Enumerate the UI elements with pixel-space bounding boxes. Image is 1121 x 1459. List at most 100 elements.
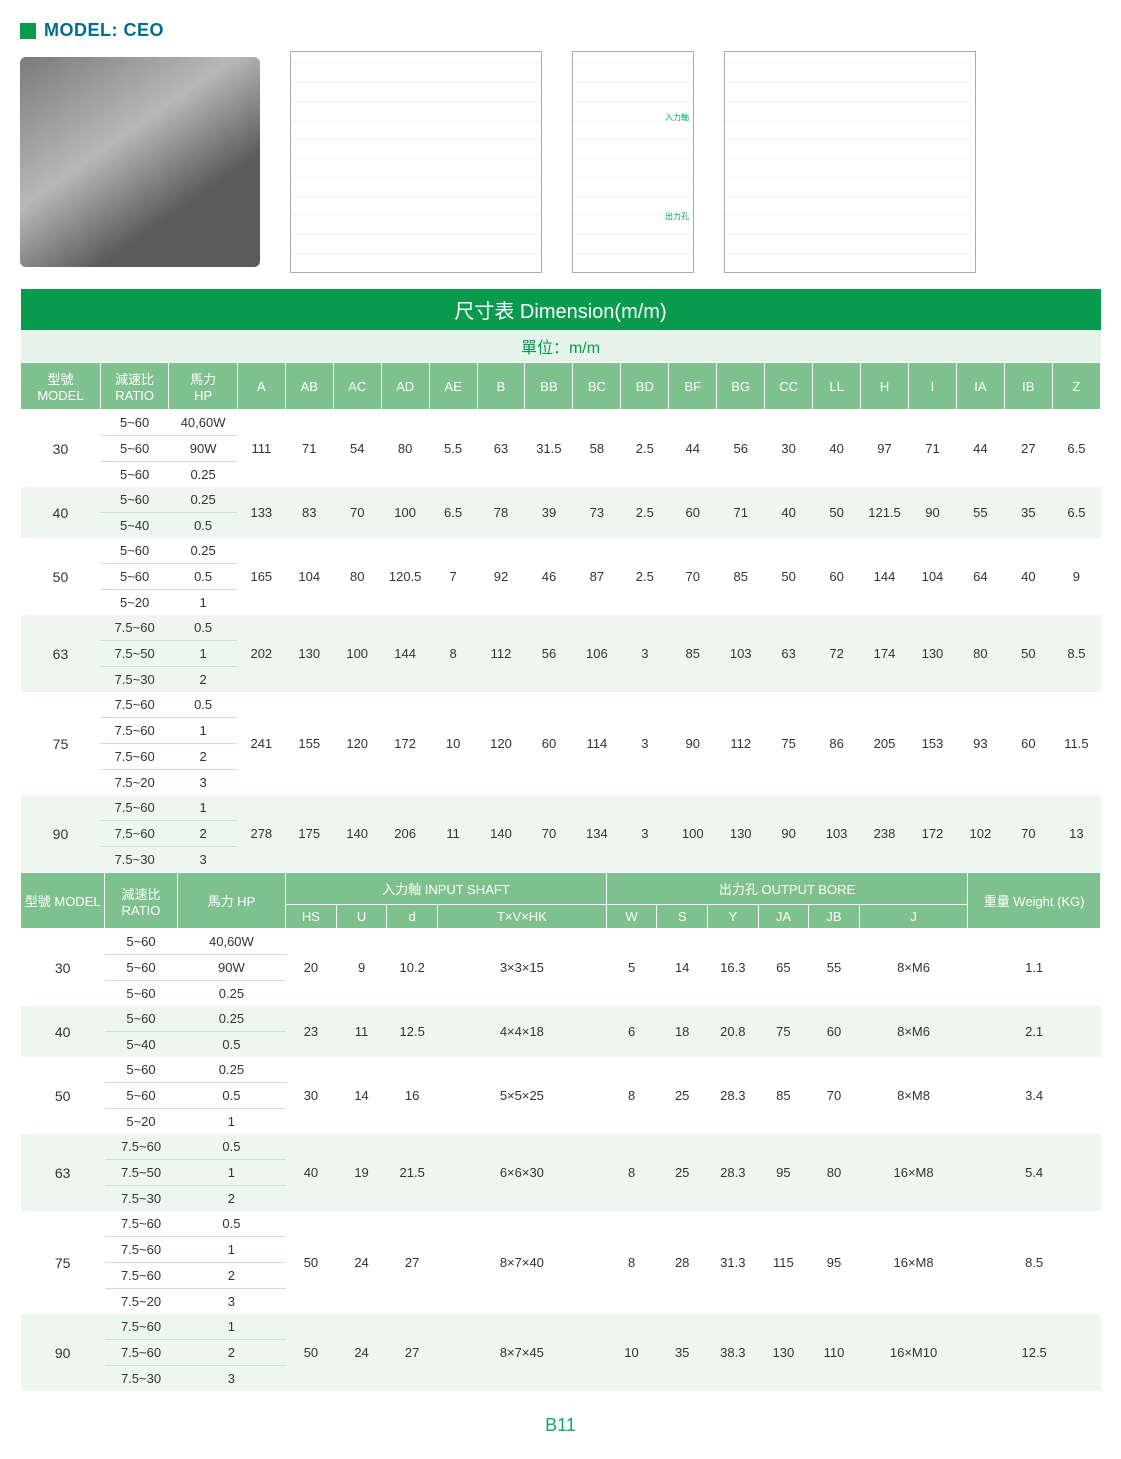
- ratio-cell: 5~40: [100, 513, 168, 539]
- dim-cell: 92: [477, 538, 525, 615]
- hp-cell: 40,60W: [169, 410, 237, 436]
- table-unit: 單位：m/m: [21, 330, 1101, 363]
- table-row: 757.5~600.524115512017210120601143901127…: [21, 692, 1101, 718]
- ratio-cell: 7.5~60: [105, 1134, 177, 1160]
- dim-cell: 11: [429, 795, 477, 872]
- value-cell: 27: [387, 1211, 438, 1314]
- ratio-cell: 7.5~50: [100, 641, 168, 667]
- value-cell: 55: [809, 929, 860, 1007]
- value-cell: 20.8: [707, 1006, 758, 1057]
- dim-cell: 3: [621, 795, 669, 872]
- value-cell: 80: [809, 1134, 860, 1211]
- dim-cell: 10: [429, 692, 477, 795]
- dimension-table: 尺寸表 Dimension(m/m) 單位：m/m 型號MODEL減速比RATI…: [20, 289, 1101, 872]
- value-cell: 95: [758, 1134, 809, 1211]
- ratio-cell: 5~60: [100, 538, 168, 564]
- dim-cell: 205: [861, 692, 909, 795]
- value-cell: 16×M10: [859, 1314, 967, 1391]
- dim-cell: 40: [813, 410, 861, 488]
- shaft-bore-table: 型號 MODEL 減速比 RATIO 馬力 HP 入力軸 INPUT SHAFT…: [20, 872, 1101, 1391]
- dim-cell: 97: [861, 410, 909, 488]
- value-cell: 5×5×25: [437, 1057, 606, 1134]
- dim-cell: 140: [477, 795, 525, 872]
- hp-cell: 0.25: [177, 1006, 285, 1032]
- dim-cell: 44: [669, 410, 717, 488]
- hp-cell: 0.25: [177, 1057, 285, 1083]
- dim-cell: 172: [908, 795, 956, 872]
- col-subheader: JB: [809, 905, 860, 929]
- ratio-cell: 5~60: [100, 487, 168, 513]
- dim-cell: 140: [333, 795, 381, 872]
- ratio-cell: 5~60: [100, 564, 168, 590]
- model-cell: 75: [21, 1211, 105, 1314]
- hp-cell: 0.5: [169, 615, 237, 641]
- col-header: I: [908, 363, 956, 410]
- dim-cell: 58: [573, 410, 621, 488]
- dim-cell: 2.5: [621, 538, 669, 615]
- dim-cell: 120.5: [381, 538, 429, 615]
- hp-cell: 40,60W: [177, 929, 285, 955]
- dim-cell: 5.5: [429, 410, 477, 488]
- value-cell: 5.4: [968, 1134, 1101, 1211]
- col-header: BD: [621, 363, 669, 410]
- dim-cell: 114: [573, 692, 621, 795]
- table-title: 尺寸表 Dimension(m/m): [21, 289, 1101, 330]
- hp-cell: 0.25: [177, 981, 285, 1007]
- dim-cell: 278: [237, 795, 285, 872]
- ratio-cell: 7.5~60: [105, 1340, 177, 1366]
- col-subheader: Y: [707, 905, 758, 929]
- dim-cell: 64: [956, 538, 1004, 615]
- col-subheader: HS: [286, 905, 337, 929]
- col-header: BF: [669, 363, 717, 410]
- product-photo: [20, 57, 260, 267]
- value-cell: 50: [286, 1314, 337, 1391]
- dim-cell: 75: [765, 692, 813, 795]
- dim-cell: 70: [525, 795, 573, 872]
- col-header: BG: [717, 363, 765, 410]
- value-cell: 130: [758, 1314, 809, 1391]
- ratio-cell: 5~60: [105, 1083, 177, 1109]
- ratio-cell: 7.5~60: [105, 1237, 177, 1263]
- dim-cell: 93: [956, 692, 1004, 795]
- dim-cell: 56: [525, 615, 573, 692]
- model-cell: 75: [21, 692, 101, 795]
- value-cell: 115: [758, 1211, 809, 1314]
- dim-cell: 56: [717, 410, 765, 488]
- value-cell: 24: [336, 1314, 387, 1391]
- dim-cell: 50: [1004, 615, 1052, 692]
- col-header: AC: [333, 363, 381, 410]
- hp-cell: 2: [169, 821, 237, 847]
- value-cell: 10.2: [387, 929, 438, 1007]
- col-header: 減速比RATIO: [100, 363, 168, 410]
- dim-cell: 63: [765, 615, 813, 692]
- dim-cell: 106: [573, 615, 621, 692]
- ratio-cell: 5~60: [100, 436, 168, 462]
- dim-cell: 40: [765, 487, 813, 538]
- dim-cell: 144: [861, 538, 909, 615]
- hp-cell: 0.25: [169, 462, 237, 488]
- table-row: 305~6040,60W20910.23×3×1551416.365558×M6…: [21, 929, 1101, 955]
- ratio-cell: 7.5~30: [105, 1186, 177, 1212]
- table-row: 637.5~600.5401921.56×6×3082528.3958016×M…: [21, 1134, 1101, 1160]
- col-subheader: JA: [758, 905, 809, 929]
- ratio-cell: 5~60: [100, 410, 168, 436]
- top-figures: 入力軸 出力孔: [20, 51, 1101, 273]
- ratio-cell: 5~60: [105, 955, 177, 981]
- value-cell: 2.1: [968, 1006, 1101, 1057]
- ratio-cell: 7.5~60: [100, 821, 168, 847]
- dim-cell: 11.5: [1052, 692, 1100, 795]
- dim-cell: 130: [908, 615, 956, 692]
- hp-cell: 2: [177, 1263, 285, 1289]
- dim-cell: 87: [573, 538, 621, 615]
- model-cell: 63: [21, 615, 101, 692]
- col-subheader: S: [657, 905, 708, 929]
- dim-cell: 73: [573, 487, 621, 538]
- model-cell: 40: [21, 487, 101, 538]
- hp-cell: 0.5: [169, 564, 237, 590]
- col-header: LL: [813, 363, 861, 410]
- dim-cell: 9: [1052, 538, 1100, 615]
- value-cell: 8×7×40: [437, 1211, 606, 1314]
- dim-cell: 2.5: [621, 410, 669, 488]
- value-cell: 12.5: [387, 1006, 438, 1057]
- hp-cell: 1: [169, 590, 237, 616]
